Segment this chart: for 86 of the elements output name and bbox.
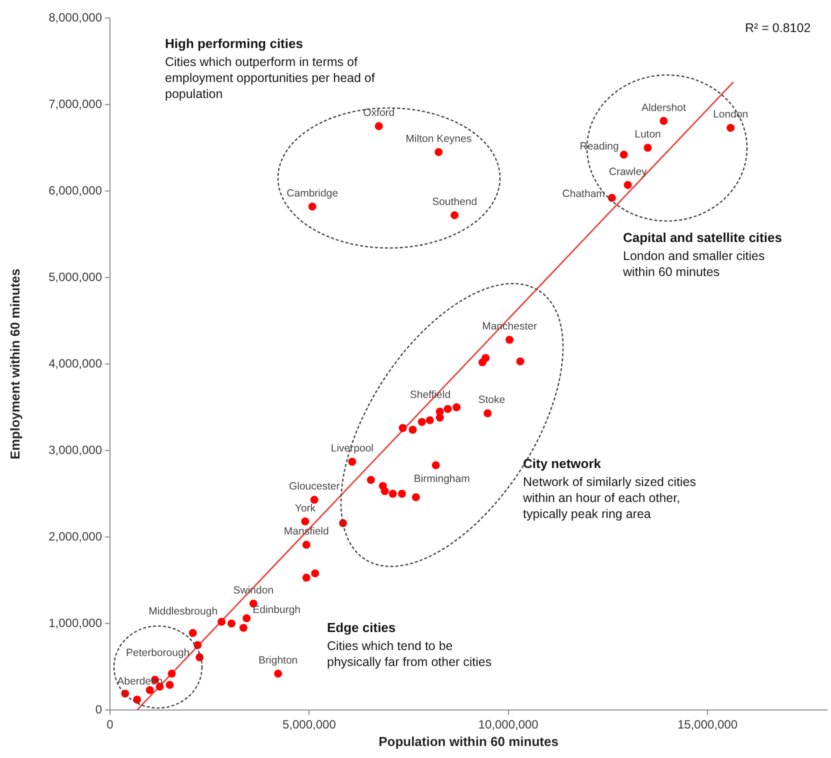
x-tick-label: 10,000,000 bbox=[478, 718, 539, 732]
point bbox=[166, 680, 174, 689]
annotation: High performing cities bbox=[165, 36, 304, 52]
annotation: London bbox=[713, 108, 748, 121]
y-tick-label: 0 bbox=[95, 702, 102, 716]
annotation: Middlesbrough bbox=[148, 606, 218, 618]
y-tick-label: 4,000,000 bbox=[48, 356, 102, 370]
point bbox=[168, 670, 176, 678]
y-tick-label: 1,000,000 bbox=[48, 616, 102, 630]
point bbox=[444, 404, 452, 413]
point bbox=[426, 416, 434, 424]
annotation: Chatham bbox=[562, 188, 606, 200]
x-tick-label: 0 bbox=[106, 718, 114, 732]
annotation: Edinburgh bbox=[252, 604, 301, 616]
annotation: Aldershot bbox=[642, 102, 686, 114]
annotation: Southend bbox=[432, 196, 478, 208]
point bbox=[450, 211, 459, 220]
y-tick-label: 8,000,000 bbox=[48, 10, 102, 24]
point bbox=[398, 424, 407, 432]
x-tick-label: 5,000,000 bbox=[282, 718, 336, 732]
y-tick-label: 3,000,000 bbox=[48, 442, 102, 457]
point bbox=[239, 624, 248, 632]
y-tick-label: 5,000,000 bbox=[48, 270, 102, 284]
point bbox=[432, 461, 440, 470]
annotation: London and smaller cities within 60 minutes bbox=[623, 248, 766, 280]
annotation: Stoke bbox=[478, 394, 506, 406]
point bbox=[310, 496, 318, 504]
point bbox=[608, 194, 616, 202]
x-axis-title: Population within 60 minutes bbox=[378, 734, 558, 749]
annotation: Network of similarly sized cities within an hour of each other, typically peak ring area bbox=[523, 474, 697, 522]
y-tick-label: 6,000,000 bbox=[48, 183, 102, 198]
point bbox=[302, 574, 310, 582]
point bbox=[434, 148, 443, 156]
point bbox=[188, 629, 197, 638]
point bbox=[418, 418, 426, 426]
point bbox=[436, 414, 444, 422]
point bbox=[484, 409, 492, 418]
annotation: Peterborough bbox=[126, 647, 190, 660]
annotation: Cambridge bbox=[286, 187, 338, 200]
point bbox=[620, 150, 628, 159]
point bbox=[374, 122, 383, 130]
annotation: Reading bbox=[580, 140, 620, 153]
y-tick-label: 7,000,000 bbox=[48, 96, 102, 111]
y-tick-label: 2,000,000 bbox=[48, 529, 102, 544]
annotation: Crawley bbox=[608, 166, 648, 178]
point bbox=[380, 487, 389, 496]
annotation: Cities which outperform in terms of employment opportunities per head of population bbox=[165, 54, 376, 102]
point bbox=[408, 426, 417, 434]
point bbox=[301, 517, 310, 526]
point bbox=[274, 670, 282, 678]
annotation: Gloucester bbox=[288, 480, 340, 493]
point bbox=[218, 618, 226, 626]
y-axis-title: Employment within 60 minutes bbox=[7, 268, 22, 460]
point bbox=[242, 614, 251, 622]
annotation: Edge cities bbox=[327, 620, 397, 636]
point bbox=[660, 116, 668, 125]
point bbox=[412, 493, 420, 502]
annotation: Capital and satellite cities bbox=[623, 230, 783, 246]
point bbox=[644, 144, 652, 152]
annotation: Brighton bbox=[258, 654, 298, 667]
point bbox=[482, 354, 490, 362]
point bbox=[146, 686, 154, 694]
point bbox=[308, 202, 316, 211]
point bbox=[506, 336, 514, 344]
point bbox=[388, 490, 397, 498]
annotation: Oxford bbox=[363, 107, 395, 120]
point bbox=[133, 696, 142, 704]
annotation: R² = 0.8102 bbox=[745, 20, 812, 36]
x-tick-label: 15,000,000 bbox=[677, 718, 738, 732]
annotation: York bbox=[294, 502, 316, 514]
annotation: Cities which tend to be physically far from other cities bbox=[327, 638, 492, 670]
annotation: Luton bbox=[634, 128, 662, 141]
point bbox=[302, 540, 310, 549]
annotation: Birmingham bbox=[414, 473, 470, 486]
point bbox=[348, 458, 356, 466]
annotation: City network bbox=[523, 456, 602, 472]
point bbox=[366, 476, 375, 484]
point bbox=[227, 620, 236, 628]
point bbox=[452, 403, 461, 412]
point bbox=[516, 357, 524, 366]
point bbox=[624, 180, 632, 189]
point bbox=[398, 490, 406, 498]
point bbox=[726, 124, 735, 132]
annotation: Milton Keynes bbox=[406, 132, 472, 145]
point bbox=[311, 569, 320, 578]
annotation: Liverpool bbox=[330, 442, 374, 455]
